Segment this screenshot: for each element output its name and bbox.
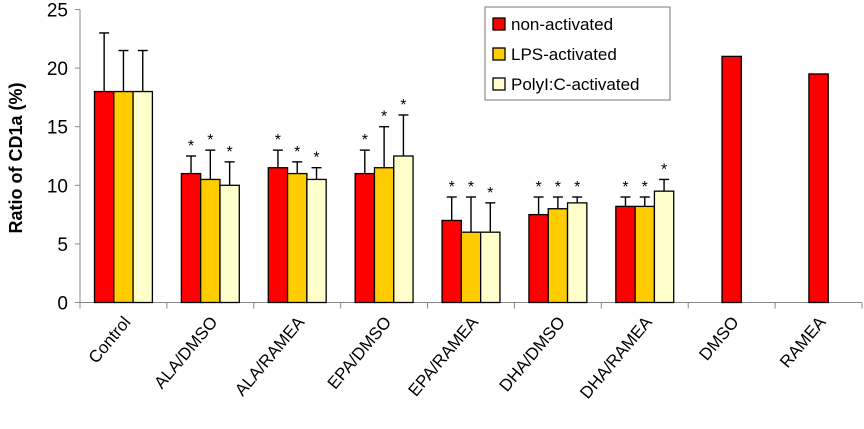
y-tick-label: 20 [47,59,68,80]
x-tick-label: EPA/RAMEA [405,312,483,400]
legend-label: LPS-activated [511,45,617,64]
x-tick-label: ALA/RAMEA [231,312,309,399]
legend-box [484,6,671,101]
significance-marker: * [449,179,455,196]
bar [113,90,134,304]
legend-label: PolyI:C-activated [511,75,640,94]
significance-marker: * [207,132,213,149]
significance-marker: * [622,179,628,196]
significance-marker: * [555,179,561,196]
bar [219,184,240,304]
significance-marker: * [400,97,406,114]
legend-swatch [492,47,506,61]
bar [93,90,115,304]
bar [653,190,675,304]
bar [267,167,289,304]
legend-swatch [492,17,506,31]
significance-marker: * [362,132,368,149]
bar [460,231,482,304]
bar [528,213,549,304]
x-tick-label: EPA/DMSO [324,313,395,393]
legend-swatch [492,77,506,91]
x-tick-label: Control [85,313,135,367]
bar [808,73,829,304]
significance-marker: * [487,185,493,202]
significance-marker: * [313,150,319,167]
y-tick-label: 10 [47,176,68,197]
bar [615,205,636,304]
y-tick-label: 15 [47,118,68,139]
y-tick-label: 25 [47,1,68,22]
bar [200,178,221,304]
significance-marker: * [574,179,580,196]
bar [479,231,501,304]
bar [373,167,395,304]
legend-label: non-activated [511,15,613,34]
x-tick-label: DHA/RAMEA [576,312,656,402]
bar [441,219,462,304]
significance-marker: * [294,144,300,161]
x-tick-label: ALA/DMSO [150,313,221,393]
bar [634,205,656,304]
significance-marker: * [642,179,648,196]
significance-marker: * [535,179,541,196]
bar [721,55,742,304]
bar [306,178,327,304]
bar [132,90,154,304]
y-tick-label: 0 [57,294,68,315]
significance-marker: * [227,144,233,161]
x-tick-label: RAMEA [776,312,830,371]
bar [547,208,569,304]
y-tick-label: 5 [57,235,68,256]
bar [354,172,376,304]
bar [286,172,308,304]
significance-marker: * [188,138,194,155]
significance-marker: * [661,161,667,178]
significance-marker: * [468,179,474,196]
bar [393,155,414,304]
y-axis-label: Ratio of CD1a (%) [6,82,26,233]
bar [180,172,202,304]
significance-marker: * [275,132,281,149]
significance-marker: * [381,109,387,126]
legend: non-activated LPS-activated PolyI:C-activa… [484,6,671,101]
x-tick-label: DHA/DMSO [496,313,569,395]
x-tick-label: DMSO [695,313,742,364]
bar [566,202,588,304]
